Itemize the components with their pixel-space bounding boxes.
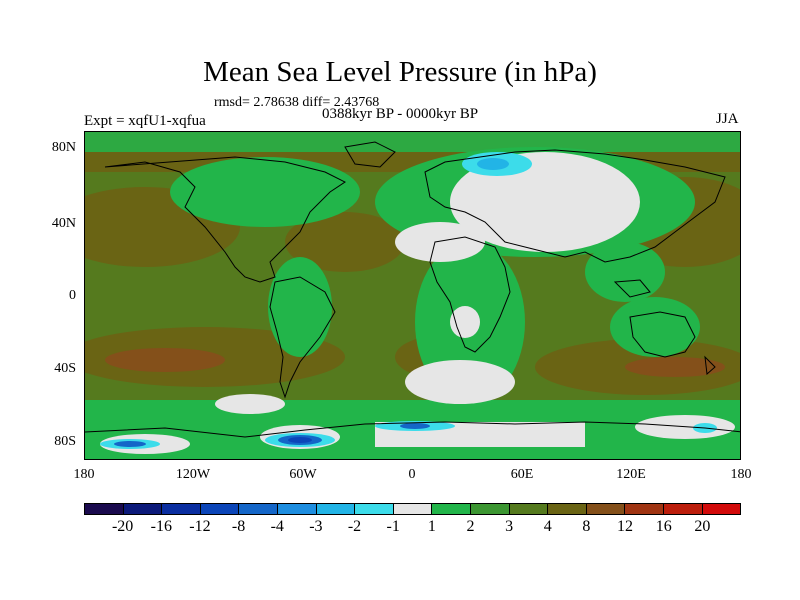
colorbar-box xyxy=(470,504,510,514)
map-title: Mean Sea Level Pressure (in hPa) xyxy=(203,56,597,88)
stats-text: rmsd= 2.78638 diff= 2.43768 xyxy=(214,95,380,110)
colorbar-label: -2 xyxy=(347,518,362,535)
field-so-white xyxy=(405,360,515,404)
field-scand-lightblue xyxy=(477,158,509,170)
colorbar xyxy=(84,503,741,515)
field-na-green xyxy=(170,157,360,227)
field-mideast-white xyxy=(395,222,485,262)
colorbar-box xyxy=(393,504,433,514)
field-wed-blue xyxy=(114,441,146,447)
y-label-40n: 40N xyxy=(51,216,76,231)
colorbar-box xyxy=(239,504,278,514)
colorbar-box xyxy=(162,504,201,514)
field-sp-darkbrown xyxy=(105,348,225,372)
colorbar-label: 20 xyxy=(694,518,711,535)
colorbar-box xyxy=(123,504,163,514)
experiment-label: Expt = xqfU1-xqfua xyxy=(84,113,206,129)
colorbar-box xyxy=(548,504,587,514)
field-eurasia-white xyxy=(450,152,640,252)
field-ant-blue xyxy=(400,423,430,429)
coastlines xyxy=(85,141,740,438)
colorbar-label: -8 xyxy=(231,518,246,535)
x-label-0: 0 xyxy=(408,467,416,482)
colorbar-label: 1 xyxy=(427,518,436,535)
colorbar-label: 4 xyxy=(543,518,552,535)
y-label-0: 0 xyxy=(69,288,76,303)
colorbar-box xyxy=(586,504,626,514)
colorbar-box xyxy=(85,504,124,514)
colorbar-box xyxy=(702,504,741,514)
field-sea-green xyxy=(585,242,665,302)
period-label: 0388kyr BP - 0000kyr BP xyxy=(322,106,479,122)
x-label-180w: 180 xyxy=(73,467,95,482)
y-label-80s: 80S xyxy=(54,434,76,449)
y-label-40s: 40S xyxy=(54,361,76,376)
colorbar-label: -12 xyxy=(189,518,211,535)
colorbar-label: 8 xyxy=(582,518,591,535)
x-label-120e: 120E xyxy=(616,467,646,482)
field-sam-green xyxy=(268,257,332,357)
colorbar-label: -1 xyxy=(386,518,400,535)
colorbar-box xyxy=(663,504,703,514)
field-safr-white xyxy=(450,306,480,338)
field-si-darkbrown xyxy=(625,357,725,377)
pressure-map xyxy=(84,131,741,460)
colorbar-label: -20 xyxy=(111,518,134,535)
colorbar-box xyxy=(432,504,471,514)
colorbar-label: -4 xyxy=(270,518,284,535)
field-arctic-green xyxy=(85,132,740,152)
colorbar-box xyxy=(277,504,317,514)
season-label: JJA xyxy=(716,111,739,127)
field-natl-brown xyxy=(285,212,405,272)
colorbar-label: 2 xyxy=(466,518,475,535)
colorbar-label: 3 xyxy=(505,518,514,535)
colorbar-label: -16 xyxy=(150,518,172,535)
field-so2-white xyxy=(215,394,285,414)
x-label-180e: 180 xyxy=(730,467,752,482)
x-label-60w: 60W xyxy=(289,467,317,482)
colorbar-label: 16 xyxy=(655,518,672,535)
x-label-120w: 120W xyxy=(175,467,211,482)
field-ross-darkblue xyxy=(288,437,312,443)
y-label-80n: 80N xyxy=(51,140,76,155)
colorbar-box xyxy=(355,504,394,514)
x-label-60e: 60E xyxy=(510,467,534,482)
field-aus-green xyxy=(610,297,700,357)
colorbar-box xyxy=(625,504,664,514)
colorbar-label: 12 xyxy=(617,518,634,535)
colorbar-label: -3 xyxy=(309,518,323,535)
colorbar-box xyxy=(316,504,356,514)
colorbar-box xyxy=(509,504,549,514)
colorbar-box xyxy=(200,504,240,514)
